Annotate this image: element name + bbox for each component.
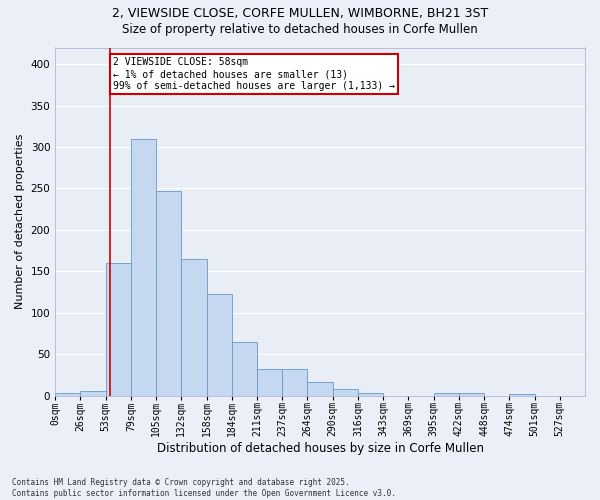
Text: Contains HM Land Registry data © Crown copyright and database right 2025.
Contai: Contains HM Land Registry data © Crown c… [12,478,396,498]
Bar [131,138,156,396]
Bar [181,259,206,396]
Bar [282,369,307,396]
Text: 2 VIEWSIDE CLOSE: 58sqm
← 1% of detached houses are smaller (13)
99% of semi-det: 2 VIEWSIDE CLOSE: 58sqm ← 1% of detached… [113,58,395,90]
Bar [55,393,80,396]
Bar [434,393,459,396]
Bar [106,263,131,396]
Y-axis label: Number of detached properties: Number of detached properties [15,134,25,310]
Bar [509,394,535,396]
Bar [459,393,484,396]
Bar [206,294,232,396]
Bar [332,389,358,396]
Bar [156,191,181,396]
Bar [232,342,257,396]
Text: Size of property relative to detached houses in Corfe Mullen: Size of property relative to detached ho… [122,22,478,36]
X-axis label: Distribution of detached houses by size in Corfe Mullen: Distribution of detached houses by size … [157,442,484,455]
Bar [257,369,282,396]
Bar [80,392,106,396]
Text: 2, VIEWSIDE CLOSE, CORFE MULLEN, WIMBORNE, BH21 3ST: 2, VIEWSIDE CLOSE, CORFE MULLEN, WIMBORN… [112,8,488,20]
Bar [307,382,332,396]
Bar [358,393,383,396]
